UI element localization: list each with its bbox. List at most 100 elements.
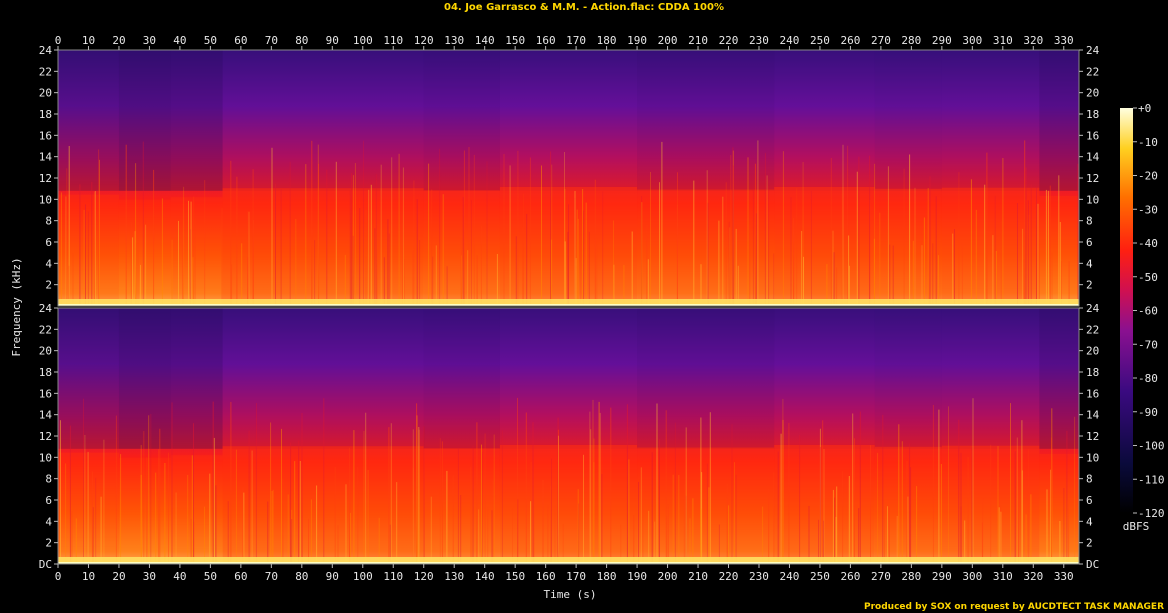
spectral-streak	[541, 165, 542, 306]
y-tick-label-left: 24	[39, 44, 53, 57]
spectral-streak	[150, 414, 152, 564]
footer-credit: Produced by SOX on request by AUCDTECT T…	[864, 602, 1164, 612]
spectral-streak	[823, 449, 825, 564]
segment-shade	[499, 308, 638, 449]
axis-ticks: 0 0 10 10 20 20 30 30 40 40 50 50 60 60 70 70 80 80 90 90 10…	[39, 34, 1100, 583]
spectral-streak	[308, 518, 309, 564]
y-tick-label-right: 18	[1086, 108, 1099, 121]
spectral-streak	[146, 457, 148, 564]
spectral-streak	[935, 196, 937, 306]
segment-shade	[423, 308, 500, 449]
spectral-streak	[291, 509, 293, 564]
spectral-streak	[311, 140, 313, 306]
spectral-streak	[290, 442, 292, 564]
segment-shade	[637, 50, 775, 191]
segment-energy	[941, 445, 1040, 564]
spectral-streak	[529, 157, 531, 306]
spectral-streak	[142, 141, 144, 306]
spectral-streak	[103, 439, 105, 564]
spectral-streak	[91, 471, 93, 564]
segment-energy	[58, 194, 119, 306]
spectral-streak	[1036, 187, 1037, 306]
spectral-streak	[869, 155, 871, 306]
spectral-streak	[148, 415, 150, 564]
spectral-streak	[94, 191, 96, 306]
x-tick-label-bottom: 330	[1054, 570, 1074, 583]
dc-band	[58, 562, 1079, 564]
spectral-streak	[1074, 416, 1076, 564]
x-tick-label-bottom: 60	[234, 570, 247, 583]
spectral-streak	[230, 401, 232, 564]
x-tick-label-top: 250	[810, 34, 830, 47]
y-tick-label-left: 12	[39, 172, 52, 185]
segment-energy	[941, 187, 1040, 306]
spectral-streak	[856, 171, 858, 306]
spectral-streak	[610, 407, 612, 564]
spectral-streak	[832, 230, 834, 306]
spectral-streak	[808, 505, 810, 564]
spectral-streak	[481, 452, 483, 564]
spectral-streak	[858, 508, 860, 564]
spectral-streak	[512, 508, 513, 564]
x-tick-label-bottom: 140	[475, 570, 495, 583]
spectral-streak	[326, 169, 328, 306]
x-tick-label-bottom: 200	[658, 570, 678, 583]
spectral-streak	[853, 438, 855, 564]
spectral-streak	[311, 228, 313, 306]
segment-energy	[637, 447, 775, 564]
x-tick-label-top: 130	[444, 34, 464, 47]
spectral-streak	[365, 412, 367, 564]
spectral-streak	[961, 242, 963, 306]
spectral-streak	[252, 219, 254, 306]
spectral-streak	[849, 265, 850, 306]
spectral-streak	[305, 164, 307, 306]
spectral-streak	[641, 202, 643, 306]
segment-shade	[58, 308, 119, 449]
spectral-streak	[835, 516, 837, 564]
segment-shade	[170, 50, 223, 191]
spectral-streak	[700, 508, 702, 564]
spectral-streak	[481, 444, 482, 564]
y-tick-label-left: 4	[45, 257, 52, 270]
spectral-streak	[143, 431, 145, 564]
segment-shade	[774, 50, 875, 191]
spectral-streak	[349, 190, 351, 306]
spectral-streak	[984, 184, 986, 306]
x-tick-label-bottom: 250	[810, 570, 830, 583]
y-tick-label-left: 2	[45, 279, 52, 292]
spectral-streak	[768, 488, 770, 564]
x-tick-label-bottom: 310	[993, 570, 1013, 583]
spectral-streak	[718, 524, 720, 564]
spectral-streak	[1049, 185, 1051, 306]
spectral-streak	[906, 460, 908, 564]
spectral-streak	[678, 475, 680, 564]
spectral-streak	[130, 222, 132, 306]
spectral-streak	[874, 163, 876, 306]
spectral-streak	[870, 445, 871, 564]
spectral-streak	[782, 419, 784, 564]
x-tick-label-top: 10	[82, 34, 95, 47]
spectral-streak	[295, 219, 297, 306]
spectral-streak	[954, 229, 955, 306]
spectral-streak	[194, 217, 196, 306]
spectral-streak	[235, 449, 237, 564]
spectral-streak	[517, 499, 519, 564]
spectral-streak	[1021, 420, 1023, 564]
y-tick-label-right: 8	[1086, 215, 1093, 228]
spectral-streak	[912, 240, 914, 306]
y-tick-label-left: 8	[45, 473, 52, 486]
spectral-streak	[1051, 408, 1053, 564]
y-tick-label-right: 6	[1086, 236, 1093, 249]
spectral-streak	[71, 511, 73, 564]
segment-shade	[58, 50, 119, 191]
spectral-streak	[801, 231, 803, 306]
spectral-streak	[323, 398, 325, 564]
spectral-streak	[462, 196, 464, 306]
x-tick-label-bottom: 40	[173, 570, 186, 583]
spectral-streak	[661, 141, 663, 306]
spectral-streak	[473, 154, 475, 306]
spectral-streak	[251, 450, 253, 564]
spectral-streak	[335, 161, 337, 306]
spectral-streak	[478, 509, 480, 564]
spectral-streak	[1045, 189, 1047, 306]
